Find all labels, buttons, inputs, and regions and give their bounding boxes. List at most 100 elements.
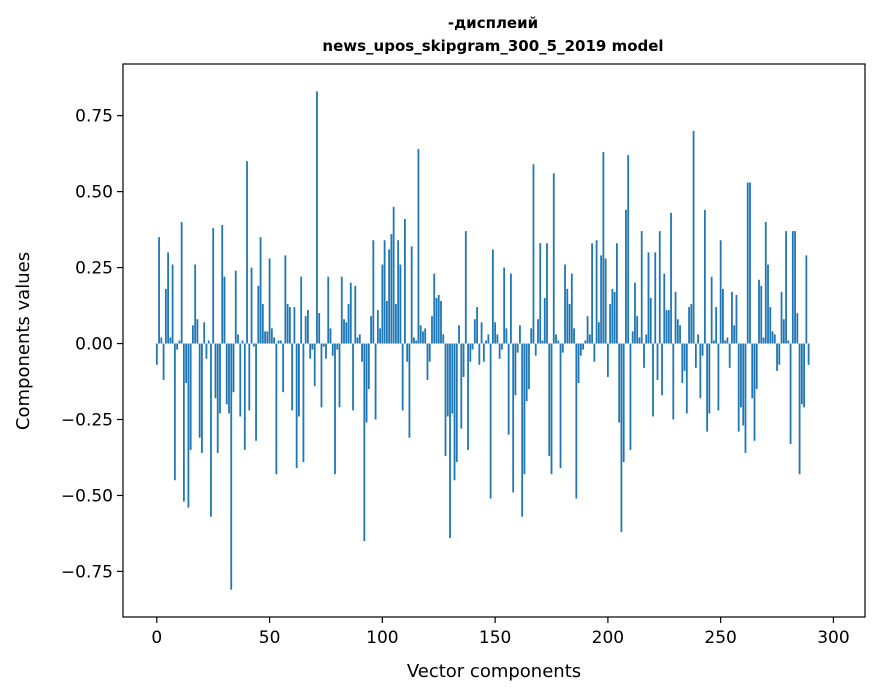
bar [471, 343, 474, 350]
bar [255, 343, 257, 441]
bar [320, 343, 323, 408]
y-tick-label: 0.25 [75, 259, 113, 279]
bar [282, 343, 285, 393]
bar [791, 231, 794, 344]
bar [241, 340, 244, 344]
bar [162, 343, 165, 380]
bar [780, 291, 783, 344]
bar [302, 343, 305, 463]
bar [291, 343, 294, 411]
bar [469, 343, 472, 362]
x-tick-label: 200 [592, 628, 624, 648]
bar [234, 270, 237, 344]
bar [214, 343, 217, 399]
x-tick-label: 150 [479, 628, 511, 648]
bar [212, 228, 215, 344]
bar [561, 343, 564, 353]
bar [307, 310, 309, 344]
bar [187, 343, 190, 508]
bar [611, 288, 614, 344]
bar [449, 343, 451, 538]
bar [198, 343, 201, 438]
bar [397, 240, 400, 344]
bar [706, 343, 709, 432]
bar [390, 234, 393, 344]
bar [728, 343, 731, 368]
bar [462, 343, 465, 377]
bar [496, 334, 499, 344]
x-tick-label: 100 [366, 628, 398, 648]
bar [785, 231, 787, 344]
bar [703, 209, 706, 344]
y-tick-label: 0.75 [75, 107, 113, 127]
bar [494, 322, 497, 344]
bar [647, 252, 650, 344]
bar [228, 343, 230, 414]
bar [530, 328, 533, 344]
bar [185, 343, 188, 384]
bar [273, 337, 275, 344]
bar [205, 343, 208, 359]
bar [591, 243, 593, 344]
bar [440, 301, 442, 344]
bar [631, 331, 634, 344]
bar [304, 316, 307, 344]
bar [715, 307, 718, 344]
bar [762, 337, 765, 344]
bar [595, 240, 598, 344]
bar [593, 343, 596, 362]
bar [548, 343, 551, 456]
bar [719, 240, 722, 344]
bar [356, 337, 359, 344]
bar [773, 334, 776, 344]
bar [261, 304, 264, 344]
bar [349, 282, 352, 344]
bar [722, 288, 724, 344]
bar [376, 310, 379, 344]
bar [358, 334, 361, 344]
bar [295, 343, 298, 469]
bar [325, 343, 327, 359]
bars [155, 91, 810, 590]
bar [365, 343, 368, 423]
bar [625, 209, 627, 344]
bar [699, 343, 702, 399]
bar [683, 343, 686, 371]
bar [613, 291, 616, 344]
bar [568, 304, 571, 344]
bar [690, 304, 693, 344]
bar [327, 276, 330, 344]
bar [230, 343, 233, 590]
bar [419, 325, 422, 344]
bar [442, 334, 445, 344]
bar [634, 282, 636, 344]
chart-title-line-1: -дисплеий [448, 14, 538, 32]
bar [618, 343, 621, 423]
bar [286, 304, 289, 344]
bar [620, 343, 623, 532]
bar [600, 255, 603, 344]
bar [385, 301, 388, 344]
bar [460, 343, 463, 429]
bar [300, 276, 303, 344]
bar [726, 337, 729, 344]
y-tick-label: 0.50 [75, 183, 113, 203]
bar [372, 240, 375, 344]
bar [284, 255, 287, 344]
bar [694, 343, 697, 368]
bar [201, 343, 203, 453]
bar [277, 340, 280, 344]
bar [789, 343, 792, 444]
bar [203, 322, 206, 344]
bar [266, 331, 269, 344]
bar [383, 240, 386, 344]
bar [480, 322, 483, 344]
bar [645, 334, 648, 344]
bar [514, 343, 517, 396]
bar [676, 319, 679, 344]
bar [557, 340, 560, 344]
bar [521, 343, 524, 517]
bar [491, 249, 494, 344]
bar [194, 264, 197, 344]
